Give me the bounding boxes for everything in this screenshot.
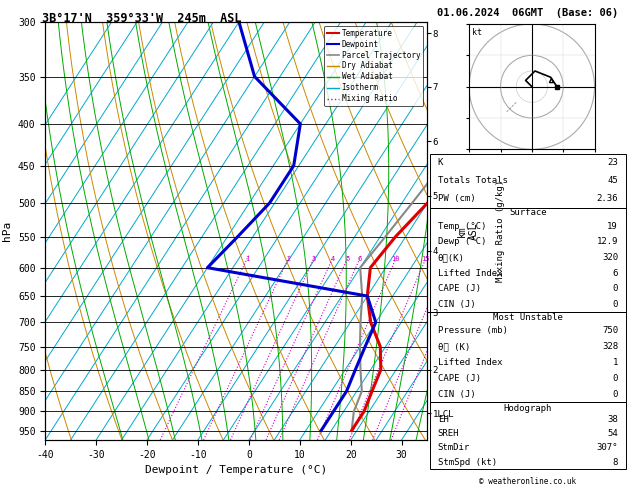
Text: Lifted Index: Lifted Index bbox=[438, 269, 503, 278]
Text: Most Unstable: Most Unstable bbox=[493, 313, 563, 322]
Text: 54: 54 bbox=[607, 429, 618, 438]
Text: 45: 45 bbox=[607, 176, 618, 185]
Text: 12.9: 12.9 bbox=[596, 237, 618, 246]
Text: 4: 4 bbox=[330, 256, 335, 261]
Text: SREH: SREH bbox=[438, 429, 459, 438]
Text: 1: 1 bbox=[613, 358, 618, 367]
Text: CIN (J): CIN (J) bbox=[438, 390, 476, 399]
Text: Totals Totals: Totals Totals bbox=[438, 176, 508, 185]
Text: 320: 320 bbox=[602, 253, 618, 262]
Text: StmSpd (kt): StmSpd (kt) bbox=[438, 457, 497, 467]
Text: 10: 10 bbox=[391, 256, 400, 261]
Text: θᴄ(K): θᴄ(K) bbox=[438, 253, 465, 262]
Text: CAPE (J): CAPE (J) bbox=[438, 374, 481, 383]
Text: 15: 15 bbox=[421, 256, 430, 261]
Text: 328: 328 bbox=[602, 342, 618, 351]
Text: 19: 19 bbox=[607, 222, 618, 231]
Text: Hodograph: Hodograph bbox=[504, 404, 552, 413]
Text: 6: 6 bbox=[358, 256, 362, 261]
Text: Pressure (mb): Pressure (mb) bbox=[438, 326, 508, 335]
Text: 0: 0 bbox=[613, 300, 618, 309]
X-axis label: Dewpoint / Temperature (°C): Dewpoint / Temperature (°C) bbox=[145, 465, 327, 475]
Text: © weatheronline.co.uk: © weatheronline.co.uk bbox=[479, 477, 577, 486]
Text: 8: 8 bbox=[613, 457, 618, 467]
Bar bbox=[430, 154, 626, 208]
Text: 307°: 307° bbox=[596, 443, 618, 452]
Text: 0: 0 bbox=[613, 374, 618, 383]
Text: 23: 23 bbox=[607, 158, 618, 167]
Bar bbox=[430, 312, 626, 402]
Text: 3B°17'N  359°33'W  245m  ASL: 3B°17'N 359°33'W 245m ASL bbox=[42, 12, 242, 25]
Text: Lifted Index: Lifted Index bbox=[438, 358, 503, 367]
Text: θᴄ (K): θᴄ (K) bbox=[438, 342, 470, 351]
Text: 3: 3 bbox=[311, 256, 316, 261]
Text: 0: 0 bbox=[613, 390, 618, 399]
Bar bbox=[430, 208, 626, 312]
Text: 6: 6 bbox=[613, 269, 618, 278]
Text: 01.06.2024  06GMT  (Base: 06): 01.06.2024 06GMT (Base: 06) bbox=[437, 8, 618, 17]
Text: 5: 5 bbox=[345, 256, 350, 261]
Text: 2.36: 2.36 bbox=[596, 194, 618, 203]
Y-axis label: hPa: hPa bbox=[3, 221, 13, 241]
Text: CIN (J): CIN (J) bbox=[438, 300, 476, 309]
Y-axis label: km
ASL: km ASL bbox=[457, 222, 479, 240]
Text: EH: EH bbox=[438, 415, 448, 424]
Text: 0: 0 bbox=[613, 284, 618, 294]
Bar bbox=[430, 402, 626, 469]
Text: Mixing Ratio (g/kg): Mixing Ratio (g/kg) bbox=[496, 180, 505, 282]
Text: K: K bbox=[438, 158, 443, 167]
Text: 1: 1 bbox=[245, 256, 249, 261]
Text: Temp (°C): Temp (°C) bbox=[438, 222, 486, 231]
Text: Dewp (°C): Dewp (°C) bbox=[438, 237, 486, 246]
Text: 2: 2 bbox=[286, 256, 291, 261]
Text: StmDir: StmDir bbox=[438, 443, 470, 452]
Text: PW (cm): PW (cm) bbox=[438, 194, 476, 203]
Text: Surface: Surface bbox=[509, 208, 547, 217]
Text: 750: 750 bbox=[602, 326, 618, 335]
Text: 38: 38 bbox=[607, 415, 618, 424]
Text: CAPE (J): CAPE (J) bbox=[438, 284, 481, 294]
Legend: Temperature, Dewpoint, Parcel Trajectory, Dry Adiabat, Wet Adiabat, Isotherm, Mi: Temperature, Dewpoint, Parcel Trajectory… bbox=[324, 26, 423, 106]
